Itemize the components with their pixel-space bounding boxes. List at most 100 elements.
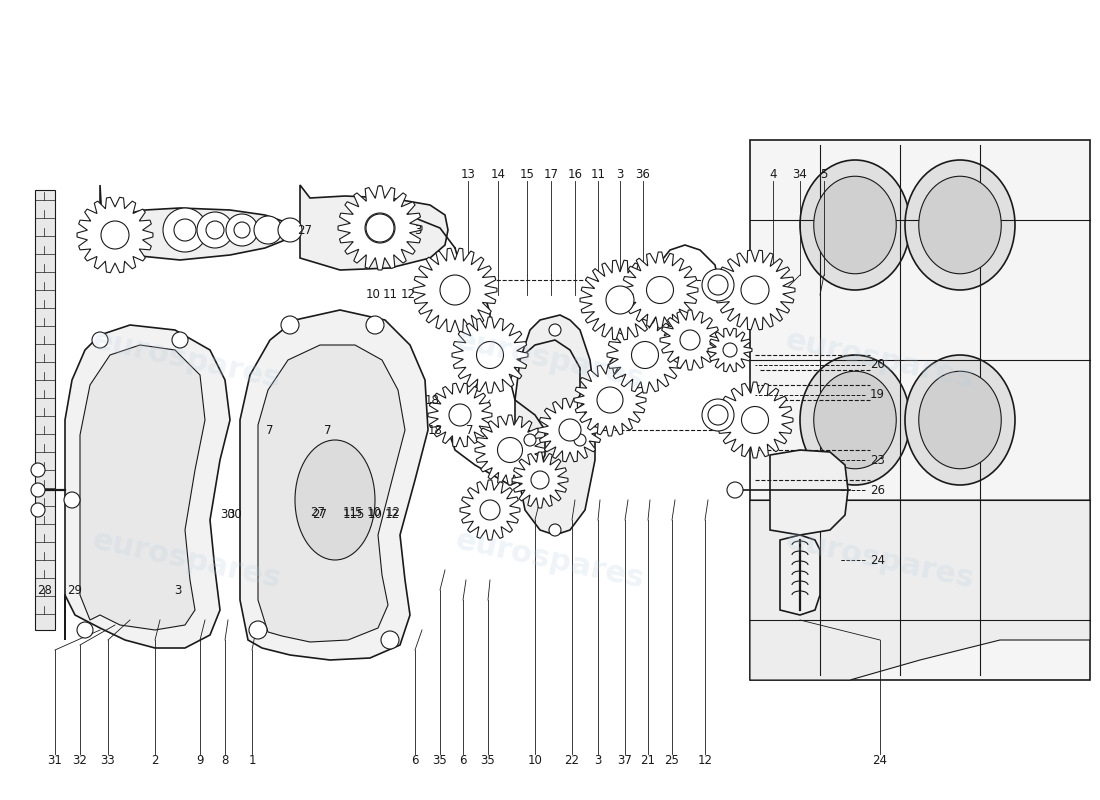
Text: 8: 8: [221, 754, 229, 766]
Ellipse shape: [814, 176, 896, 274]
Text: 10: 10: [366, 506, 382, 519]
Polygon shape: [574, 364, 646, 436]
Circle shape: [366, 214, 394, 242]
Circle shape: [574, 434, 586, 446]
Text: 32: 32: [73, 754, 87, 766]
Circle shape: [206, 221, 224, 239]
Ellipse shape: [295, 440, 375, 560]
Text: 11: 11: [342, 509, 358, 522]
Polygon shape: [660, 310, 719, 370]
Text: 5: 5: [821, 169, 827, 182]
Text: 7: 7: [266, 423, 274, 437]
Text: 6: 6: [460, 754, 466, 766]
Text: 22: 22: [564, 754, 580, 766]
Polygon shape: [338, 186, 422, 270]
Circle shape: [524, 434, 536, 446]
Text: 11: 11: [383, 289, 397, 302]
Circle shape: [381, 631, 399, 649]
Polygon shape: [538, 398, 602, 462]
Text: 20: 20: [870, 358, 884, 371]
Text: 12: 12: [400, 289, 416, 302]
Circle shape: [249, 621, 267, 639]
Text: 29: 29: [67, 583, 82, 597]
Circle shape: [449, 404, 471, 426]
Text: 3: 3: [594, 754, 602, 766]
Ellipse shape: [918, 176, 1001, 274]
Text: 24: 24: [872, 754, 888, 766]
Circle shape: [64, 492, 80, 508]
Circle shape: [278, 218, 303, 242]
Text: eurospares: eurospares: [453, 326, 647, 394]
Circle shape: [31, 503, 45, 517]
Text: 27: 27: [312, 509, 328, 522]
Polygon shape: [240, 310, 428, 660]
Circle shape: [723, 343, 737, 357]
Text: eurospares: eurospares: [90, 526, 284, 594]
Polygon shape: [750, 500, 1090, 680]
Text: 26: 26: [870, 483, 886, 497]
Circle shape: [741, 276, 769, 304]
Polygon shape: [412, 248, 497, 332]
Polygon shape: [717, 382, 793, 458]
Circle shape: [741, 406, 769, 434]
Polygon shape: [460, 480, 520, 540]
Ellipse shape: [905, 160, 1015, 290]
Text: 7: 7: [466, 423, 474, 437]
Circle shape: [708, 275, 728, 295]
Text: 35: 35: [481, 754, 495, 766]
Text: 9: 9: [196, 754, 204, 766]
Circle shape: [77, 622, 94, 638]
Circle shape: [549, 324, 561, 336]
Text: 5: 5: [354, 506, 362, 519]
Circle shape: [31, 463, 45, 477]
Circle shape: [197, 212, 233, 248]
Text: 11: 11: [591, 169, 605, 182]
Text: 10: 10: [365, 289, 381, 302]
Polygon shape: [300, 185, 448, 270]
Circle shape: [163, 208, 207, 252]
Text: 18: 18: [425, 394, 439, 406]
Circle shape: [234, 222, 250, 238]
Text: eurospares: eurospares: [783, 326, 977, 394]
Circle shape: [531, 471, 549, 489]
Circle shape: [497, 438, 522, 462]
Circle shape: [174, 219, 196, 241]
Text: 31: 31: [47, 754, 63, 766]
Polygon shape: [515, 315, 595, 535]
Text: eurospares: eurospares: [783, 526, 977, 594]
Circle shape: [727, 482, 742, 498]
Circle shape: [631, 342, 659, 369]
Circle shape: [92, 332, 108, 348]
Text: 6: 6: [411, 754, 419, 766]
Polygon shape: [750, 140, 1090, 680]
Circle shape: [476, 342, 504, 369]
Text: 10: 10: [528, 754, 542, 766]
Text: 30: 30: [228, 509, 242, 522]
Ellipse shape: [800, 355, 910, 485]
Text: 11: 11: [342, 506, 358, 519]
Circle shape: [365, 213, 395, 243]
Circle shape: [559, 419, 581, 441]
Text: eurospares: eurospares: [90, 326, 284, 394]
Circle shape: [280, 316, 299, 334]
Text: 33: 33: [100, 754, 116, 766]
Text: 7: 7: [324, 423, 332, 437]
Circle shape: [440, 275, 470, 305]
Circle shape: [597, 387, 623, 413]
Text: 21: 21: [640, 754, 656, 766]
Circle shape: [708, 405, 728, 425]
Polygon shape: [770, 450, 848, 535]
Ellipse shape: [905, 355, 1015, 485]
Text: 12: 12: [697, 754, 713, 766]
Circle shape: [254, 216, 282, 244]
Circle shape: [31, 483, 45, 497]
Circle shape: [480, 500, 501, 520]
Circle shape: [702, 399, 734, 431]
Text: 5: 5: [356, 509, 364, 522]
Polygon shape: [780, 535, 820, 615]
Text: 16: 16: [568, 169, 583, 182]
Ellipse shape: [814, 371, 896, 469]
Text: 17: 17: [543, 169, 559, 182]
Text: 14: 14: [491, 169, 506, 182]
Text: 27: 27: [297, 223, 312, 237]
